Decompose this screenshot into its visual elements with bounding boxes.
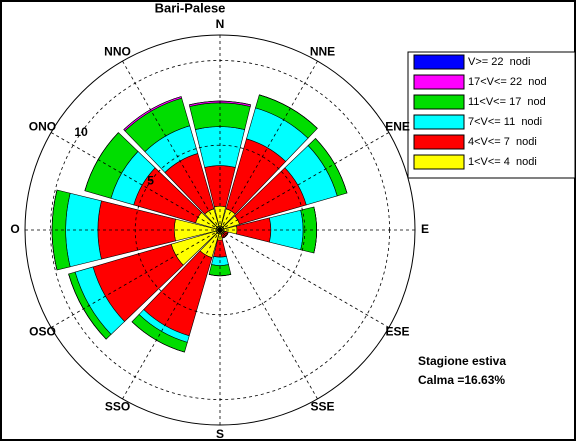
spoke xyxy=(50,132,221,231)
direction-label: ENE xyxy=(385,120,410,134)
center xyxy=(215,225,225,235)
spoke xyxy=(122,60,221,231)
legend-label: 1<V<= 4 nodi xyxy=(468,156,537,168)
sector-segment xyxy=(315,138,348,194)
legend-swatch xyxy=(413,154,465,170)
direction-label: N xyxy=(216,17,225,31)
legend-swatch xyxy=(413,94,465,110)
spoke xyxy=(122,229,221,400)
legend-swatch xyxy=(413,74,465,90)
direction-label: OSO xyxy=(29,325,56,339)
legend-label: 17<V<= 22 nod xyxy=(468,76,547,88)
spoke xyxy=(219,229,318,400)
legend-label: 7<V<= 11 nodi xyxy=(468,116,542,128)
sector-segment xyxy=(123,96,182,130)
legend-swatch xyxy=(413,134,465,150)
direction-label: S xyxy=(216,427,224,441)
sector-segment xyxy=(300,206,317,254)
legend-label: V>= 22 nodi xyxy=(468,56,530,68)
spoke xyxy=(219,60,318,231)
legend-swatch xyxy=(413,54,465,70)
r-tick-label: 5 xyxy=(147,174,154,188)
legend-label: 11<V<= 17 nod xyxy=(468,96,546,108)
direction-label: SSE xyxy=(310,400,334,414)
annotation: Stagione estiva xyxy=(418,354,506,368)
direction-label: NNO xyxy=(104,45,131,59)
chart-title: Bari-Palese xyxy=(155,0,226,15)
annotation: Calma =16.63% xyxy=(418,373,505,387)
direction-label: ONO xyxy=(29,120,56,134)
spoke xyxy=(219,132,390,231)
spoke xyxy=(219,229,390,328)
legend-label: 4<V<= 7 nodi xyxy=(468,136,537,148)
spoke xyxy=(50,229,221,328)
direction-label: O xyxy=(10,222,19,236)
direction-label: NNE xyxy=(310,45,335,59)
r-tick-label: 10 xyxy=(74,125,88,139)
sector-segment xyxy=(68,273,107,340)
direction-label: E xyxy=(421,222,429,236)
legend-swatch xyxy=(413,114,465,130)
direction-label: ESE xyxy=(386,325,410,339)
direction-label: SSO xyxy=(105,400,130,414)
sector-segment xyxy=(65,192,102,268)
